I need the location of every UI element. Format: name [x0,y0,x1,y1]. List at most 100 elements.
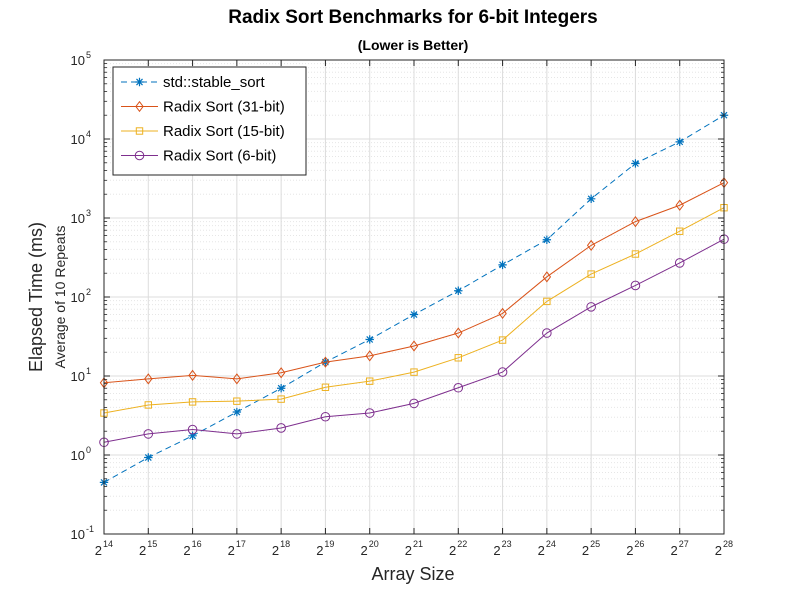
x-tick-label: 2 [316,543,323,558]
data-point [498,336,507,344]
data-point [276,384,286,393]
y-tick-exponent: 3 [86,208,91,218]
data-point [364,408,375,418]
y-tick-label: 10 [71,211,85,226]
y-tick-label: 10 [71,448,85,463]
y-tick-label: 10 [71,527,85,542]
data-point [365,350,374,362]
x-tick-exponent: 17 [236,539,246,549]
data-point [542,271,552,283]
data-point [631,215,640,228]
x-tick-exponent: 27 [679,539,689,549]
data-point [320,411,331,422]
data-point [277,395,285,403]
data-point [188,398,197,406]
legend-entry: Radix Sort (6-bit) [121,148,276,165]
series-1 [99,177,729,389]
x-tick-exponent: 16 [192,539,202,549]
series-line [103,207,725,414]
data-point [454,327,463,339]
x-tick-exponent: 24 [546,539,556,549]
x-tick-exponent: 21 [413,539,423,549]
data-point [409,398,419,409]
legend-label: Radix Sort (6-bit) [163,148,276,165]
data-point [144,373,153,385]
data-point [587,270,595,278]
x-tick-label: 2 [626,543,633,558]
data-point [188,431,197,440]
y-tick-label: 10 [71,369,85,384]
legend-entry: Radix Sort (15-bit) [121,123,285,140]
x-tick-label: 2 [272,543,279,558]
data-point [365,335,374,344]
y-tick-exponent: 5 [86,50,91,60]
chart-title: Radix Sort Benchmarks for 6-bit Integers [228,7,598,28]
x-tick-label: 2 [139,543,146,558]
y-tick-exponent: 2 [86,287,91,297]
legend-entry: std::stable_sort [121,74,266,91]
x-tick-label: 2 [449,543,456,558]
y-tick-exponent: 4 [86,129,91,139]
data-point [233,397,241,405]
legend-label: std::stable_sort [163,74,266,91]
data-point [543,297,551,306]
data-point [497,367,508,377]
x-tick-exponent: 18 [280,539,290,549]
x-tick-label: 2 [670,543,677,558]
x-tick-exponent: 22 [457,539,467,549]
x-tick-exponent: 19 [324,539,334,549]
x-tick-exponent: 28 [723,539,733,549]
y-tick-label: 10 [71,290,85,305]
x-tick-label: 2 [493,543,500,558]
data-point [630,280,641,291]
data-point [143,429,154,439]
y-tick-exponent: -1 [86,524,94,534]
data-point [232,407,242,417]
x-tick-label: 2 [715,543,722,558]
data-point [586,302,596,312]
x-tick-label: 2 [95,543,102,558]
x-tick-label: 2 [360,543,367,558]
data-point [631,159,640,168]
data-point [586,239,596,252]
x-tick-exponent: 20 [369,539,379,549]
data-point [542,328,552,338]
data-point [276,423,286,433]
data-point [144,453,153,462]
legend-marker [135,127,144,135]
data-point [498,260,507,270]
x-tick-label: 2 [405,543,412,558]
chart-subtitle: (Lower is Better) [358,37,468,53]
series-2 [100,204,728,417]
data-point [631,250,640,258]
data-point [586,194,596,203]
y-tick-label: 10 [71,53,85,68]
data-point [144,401,152,409]
legend-box [112,66,307,176]
x-tick-label: 2 [183,543,190,558]
data-point [454,286,463,295]
data-point [187,424,198,435]
data-point [321,356,330,368]
x-tick-exponent: 15 [147,539,157,549]
legend-label: Radix Sort (31-bit) [163,99,285,116]
legend-entry: Radix Sort (31-bit) [121,99,285,116]
data-point [453,382,464,393]
data-point [188,369,197,381]
y-tick-exponent: 0 [86,445,91,455]
series-line [103,182,725,384]
data-point [675,137,684,147]
x-tick-label: 2 [538,543,545,558]
data-point [498,307,507,320]
x-tick-exponent: 23 [502,539,512,549]
x-tick-exponent: 26 [634,539,644,549]
data-point [409,310,419,319]
x-tick-labels: 2 14 2 15 2 16 2 17 2 18 2 19 2 20 2 21 2 22 2 23 2 24 2 25 2 26 2… [95,539,733,558]
y-tick-exponent: 1 [86,366,91,376]
data-point [321,383,330,391]
y-axis-sublabel: Average of 10 Repeats [52,226,68,369]
data-point [276,367,286,379]
